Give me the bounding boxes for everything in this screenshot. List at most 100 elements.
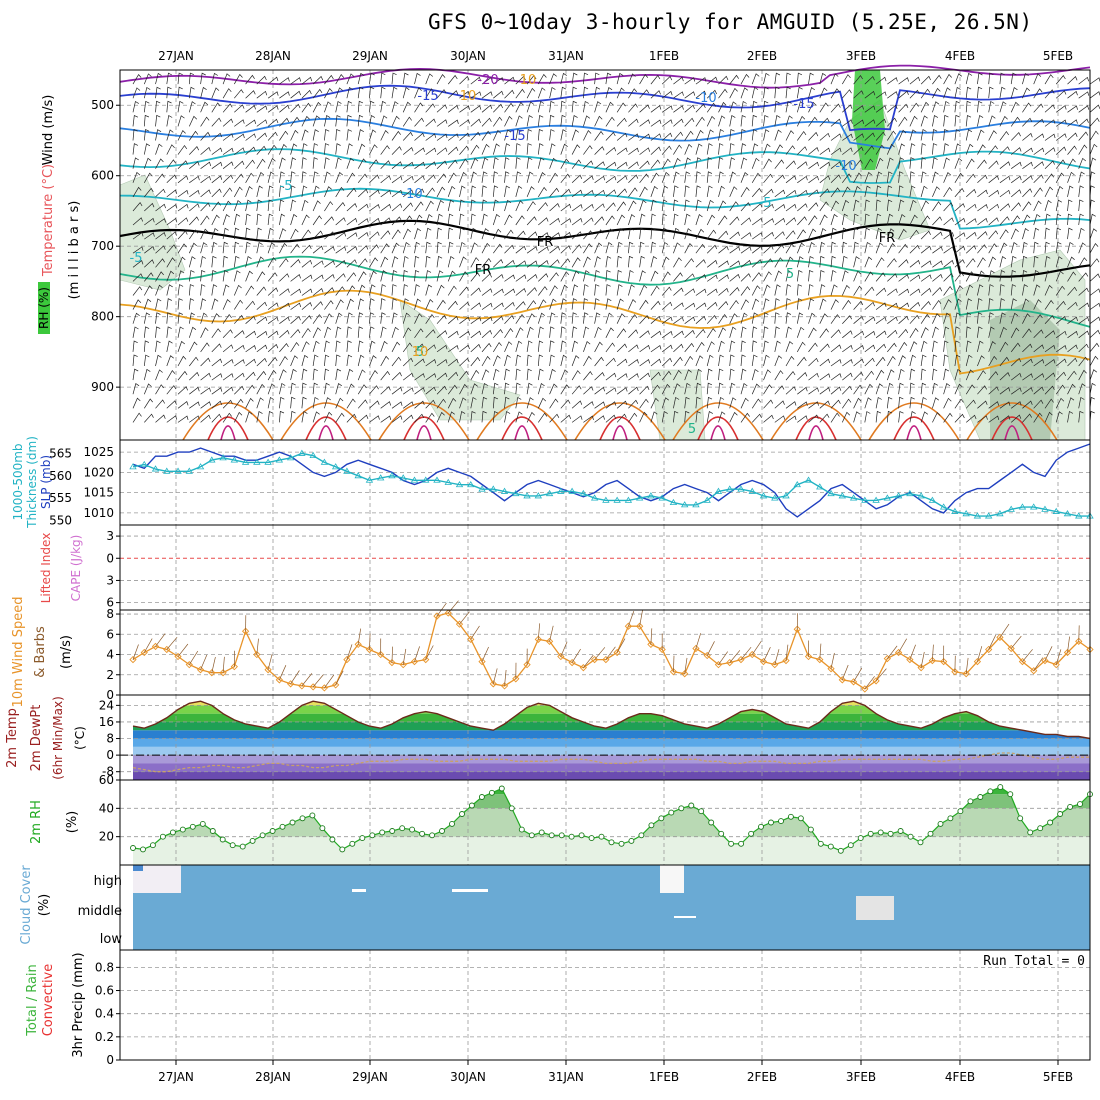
- wind-barb: [414, 358, 425, 367]
- wind-barb: [594, 386, 606, 395]
- wind-barb: [290, 116, 300, 127]
- wind-barb: [447, 159, 458, 169]
- wind-barb: [740, 299, 749, 310]
- wind-barb: [402, 101, 411, 113]
- wind-barb: [695, 214, 703, 226]
- wind-speed-point: [185, 661, 193, 669]
- wind-barb: [1022, 298, 1030, 310]
- wind-barb: [763, 173, 773, 184]
- wind-barb: [639, 411, 648, 423]
- wind-barb-10m: [222, 656, 225, 673]
- wind-barb: [639, 284, 648, 296]
- thickness-point: [939, 503, 948, 510]
- wind-barb: [650, 74, 661, 85]
- day-label-bottom: 1FEB: [649, 1070, 679, 1084]
- wind-barb: [965, 158, 975, 169]
- y-tick-label: 0: [106, 688, 114, 702]
- wind-barb: [1044, 299, 1054, 310]
- rh-point: [229, 842, 236, 849]
- wind-barb: [988, 341, 996, 353]
- rh-band: [133, 808, 1090, 837]
- wind-barb: [369, 72, 375, 85]
- wind-barb-10m: [695, 633, 702, 649]
- wind-barb: [301, 157, 307, 169]
- wind-barb: [234, 344, 245, 353]
- y-tick-label: 0: [106, 1053, 114, 1067]
- wind-barb: [774, 270, 782, 282]
- wind-barb: [357, 354, 365, 367]
- wind-barb: [988, 312, 994, 324]
- wind-barb: [357, 384, 367, 395]
- day-label-bottom: 2FEB: [747, 1070, 777, 1084]
- wind-barb: [1010, 87, 1018, 99]
- wind-barb: [335, 299, 344, 310]
- wind-barb: [628, 103, 638, 113]
- wind-barb: [1067, 76, 1078, 85]
- wind-barb: [875, 257, 885, 268]
- thickness-point: [568, 487, 576, 494]
- wind-barb: [785, 175, 797, 184]
- day-label-bottom: 3FEB: [846, 1070, 876, 1084]
- wind-barb: [898, 328, 909, 339]
- wind-barb: [481, 104, 493, 113]
- wind-barb: [222, 161, 234, 169]
- wind-barb: [673, 105, 684, 113]
- wind-barb: [954, 217, 966, 226]
- wind-barb: [864, 357, 875, 367]
- thickness-point: [129, 463, 137, 470]
- wind-barb: [166, 244, 177, 254]
- wind-barb: [391, 72, 397, 85]
- wind-barb: [279, 171, 285, 183]
- wind-barb: [245, 159, 255, 169]
- wind-barb: [267, 410, 274, 423]
- wind-barb: [245, 227, 251, 240]
- wind-barb: [211, 298, 219, 310]
- wind-barb: [999, 356, 1010, 367]
- wind-barb: [842, 133, 853, 141]
- wind-barb: [256, 90, 268, 99]
- thickness-point: [545, 489, 554, 497]
- day-label-bottom: 27JAN: [158, 1070, 194, 1084]
- wind-barb: [504, 341, 513, 353]
- wind-barb: [639, 133, 651, 141]
- wind-barb: [583, 326, 590, 338]
- isotherm-20: [795, 416, 837, 441]
- day-label-top: 30JAN: [450, 49, 486, 63]
- wind-barb: [673, 369, 682, 381]
- wind-barb: [1078, 356, 1088, 367]
- wind-barb: [628, 284, 635, 296]
- wind-speed-point: [1075, 637, 1083, 646]
- wind-barb: [425, 299, 434, 310]
- day-label-top: 3FEB: [846, 49, 876, 63]
- wind-barb: [954, 245, 966, 254]
- wind-barb: [177, 203, 189, 212]
- wind-barb: [920, 287, 932, 296]
- wind-barb: [943, 217, 954, 226]
- wind-barb: [785, 386, 797, 395]
- wind-barb: [222, 373, 234, 381]
- wind-barb: [526, 287, 537, 296]
- wind-barb: [774, 144, 783, 155]
- wind-barb: [695, 157, 702, 169]
- wind-barb: [1067, 105, 1078, 113]
- wind-barb: [391, 401, 403, 409]
- cloud-level-label: low: [100, 932, 123, 947]
- wind-barb: [943, 383, 951, 395]
- wind-barb: [740, 286, 751, 296]
- wind-barb: [132, 312, 140, 324]
- isotherm-15: [672, 402, 764, 441]
- wind-speed-point: [309, 683, 317, 691]
- axis-label-barbs: & Barbs: [33, 626, 48, 678]
- wind-barb: [841, 255, 848, 268]
- wind-barb: [447, 185, 456, 198]
- wind-barb: [650, 330, 662, 339]
- wind-barb: [594, 101, 602, 113]
- wind-barb: [650, 397, 659, 409]
- rh-point: [279, 823, 286, 830]
- wind-barb: [177, 230, 188, 240]
- wind-barb: [301, 411, 308, 423]
- wind-barb: [965, 72, 973, 85]
- wind-barb: [729, 411, 738, 423]
- wind-barb: [222, 299, 231, 310]
- y-tick-label: 4: [106, 648, 114, 662]
